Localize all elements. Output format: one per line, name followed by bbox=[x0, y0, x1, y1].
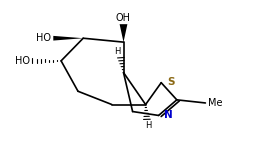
Text: HO: HO bbox=[15, 56, 30, 66]
Text: HO: HO bbox=[36, 33, 51, 43]
Polygon shape bbox=[53, 36, 83, 41]
Text: N: N bbox=[164, 110, 173, 120]
Polygon shape bbox=[120, 24, 127, 42]
Text: OH: OH bbox=[116, 13, 131, 23]
Text: Me: Me bbox=[208, 98, 223, 108]
Text: H: H bbox=[145, 121, 151, 130]
Text: H: H bbox=[114, 47, 120, 56]
Text: S: S bbox=[167, 77, 174, 87]
